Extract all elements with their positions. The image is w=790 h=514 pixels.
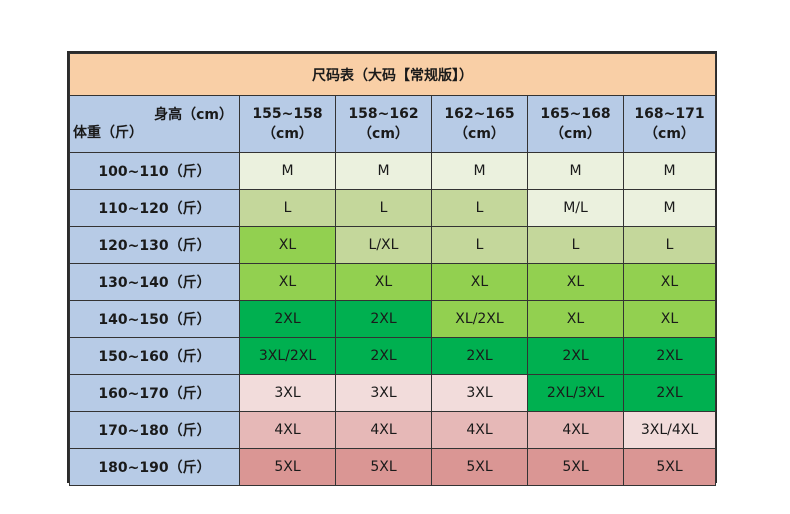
- height-column-header: 158~162 （cm）: [335, 95, 432, 153]
- size-cell: L: [239, 189, 336, 227]
- height-axis-label: 身高（cm）: [154, 107, 233, 123]
- weight-range-label: 170~180（斤）: [69, 411, 240, 449]
- size-cell: 3XL/2XL: [239, 337, 336, 375]
- weight-range-label: 180~190（斤）: [69, 448, 240, 486]
- height-unit: （cm）: [358, 126, 409, 142]
- table-row: 110~120（斤） L L L M/L M: [69, 189, 716, 227]
- height-range: 168~171: [634, 106, 705, 122]
- height-unit: （cm）: [262, 126, 313, 142]
- size-cell: L: [527, 226, 624, 264]
- size-cell: 4XL: [527, 411, 624, 449]
- height-range: 162~165: [444, 106, 515, 122]
- height-column-header: 155~158 （cm）: [239, 95, 336, 153]
- height-range: 165~168: [540, 106, 611, 122]
- size-cell: 3XL: [431, 374, 528, 412]
- size-cell: 5XL: [431, 448, 528, 486]
- size-cell: XL: [239, 263, 336, 301]
- size-cell: L/XL: [335, 226, 432, 264]
- table-row: 170~180（斤） 4XL 4XL 4XL 4XL 3XL/4XL: [69, 411, 716, 449]
- height-unit: （cm）: [644, 126, 695, 142]
- size-cell: L: [431, 189, 528, 227]
- weight-range-label: 140~150（斤）: [69, 300, 240, 338]
- height-unit: （cm）: [550, 126, 601, 142]
- size-cell: 5XL: [527, 448, 624, 486]
- size-cell: M: [239, 152, 336, 190]
- size-cell: M: [623, 152, 716, 190]
- size-cell: 2XL: [239, 300, 336, 338]
- corner-header: 身高（cm） 体重（斤）: [69, 95, 240, 153]
- height-unit: （cm）: [454, 126, 505, 142]
- size-cell: 4XL: [239, 411, 336, 449]
- table-row: 180~190（斤） 5XL 5XL 5XL 5XL 5XL: [69, 448, 716, 486]
- title-row: 尺码表（大码【常规版】）: [69, 53, 716, 96]
- weight-axis-label: 体重（斤）: [73, 125, 143, 141]
- size-cell: XL/2XL: [431, 300, 528, 338]
- height-range: 158~162: [348, 106, 419, 122]
- size-chart: 尺码表（大码【常规版】） 身高（cm） 体重（斤） 155~158 （cm） 15…: [67, 51, 717, 486]
- height-range: 155~158: [252, 106, 323, 122]
- size-cell: 2XL: [335, 337, 432, 375]
- size-cell: XL: [527, 300, 624, 338]
- size-cell: 2XL: [335, 300, 432, 338]
- size-cell: 4XL: [335, 411, 432, 449]
- weight-range-label: 150~160（斤）: [69, 337, 240, 375]
- weight-range-label: 110~120（斤）: [69, 189, 240, 227]
- size-cell: 3XL: [335, 374, 432, 412]
- size-cell: 2XL: [527, 337, 624, 375]
- size-cell: 2XL: [623, 337, 716, 375]
- size-cell: 3XL: [239, 374, 336, 412]
- weight-range-label: 120~130（斤）: [69, 226, 240, 264]
- size-cell: L: [431, 226, 528, 264]
- size-cell: M: [335, 152, 432, 190]
- size-cell: M: [431, 152, 528, 190]
- size-cell: 5XL: [623, 448, 716, 486]
- header-row: 身高（cm） 体重（斤） 155~158 （cm） 158~162 （cm） 162…: [69, 95, 716, 153]
- table-row: 150~160（斤） 3XL/2XL 2XL 2XL 2XL 2XL: [69, 337, 716, 375]
- size-cell: XL: [527, 263, 624, 301]
- size-cell: 2XL/3XL: [527, 374, 624, 412]
- size-cell: M: [623, 189, 716, 227]
- size-cell: 4XL: [431, 411, 528, 449]
- size-cell: XL: [431, 263, 528, 301]
- size-cell: XL: [239, 226, 336, 264]
- size-cell: L: [623, 226, 716, 264]
- table-row: 120~130（斤） XL L/XL L L L: [69, 226, 716, 264]
- size-cell: 3XL/4XL: [623, 411, 716, 449]
- size-cell: 5XL: [335, 448, 432, 486]
- size-cell: 2XL: [431, 337, 528, 375]
- weight-range-label: 130~140（斤）: [69, 263, 240, 301]
- table-row: 100~110（斤） M M M M M: [69, 152, 716, 190]
- table-row: 140~150（斤） 2XL 2XL XL/2XL XL XL: [69, 300, 716, 338]
- size-cell: XL: [623, 300, 716, 338]
- size-table: 尺码表（大码【常规版】） 身高（cm） 体重（斤） 155~158 （cm） 15…: [69, 53, 716, 486]
- table-row: 130~140（斤） XL XL XL XL XL: [69, 263, 716, 301]
- weight-range-label: 100~110（斤）: [69, 152, 240, 190]
- size-cell: 2XL: [623, 374, 716, 412]
- height-column-header: 168~171 （cm）: [623, 95, 716, 153]
- weight-range-label: 160~170（斤）: [69, 374, 240, 412]
- size-cell: 5XL: [239, 448, 336, 486]
- size-cell: XL: [335, 263, 432, 301]
- size-cell: L: [335, 189, 432, 227]
- size-cell: M/L: [527, 189, 624, 227]
- size-cell: M: [527, 152, 624, 190]
- height-column-header: 165~168 （cm）: [527, 95, 624, 153]
- table-title: 尺码表（大码【常规版】）: [69, 53, 716, 96]
- table-row: 160~170（斤） 3XL 3XL 3XL 2XL/3XL 2XL: [69, 374, 716, 412]
- height-column-header: 162~165 （cm）: [431, 95, 528, 153]
- size-cell: XL: [623, 263, 716, 301]
